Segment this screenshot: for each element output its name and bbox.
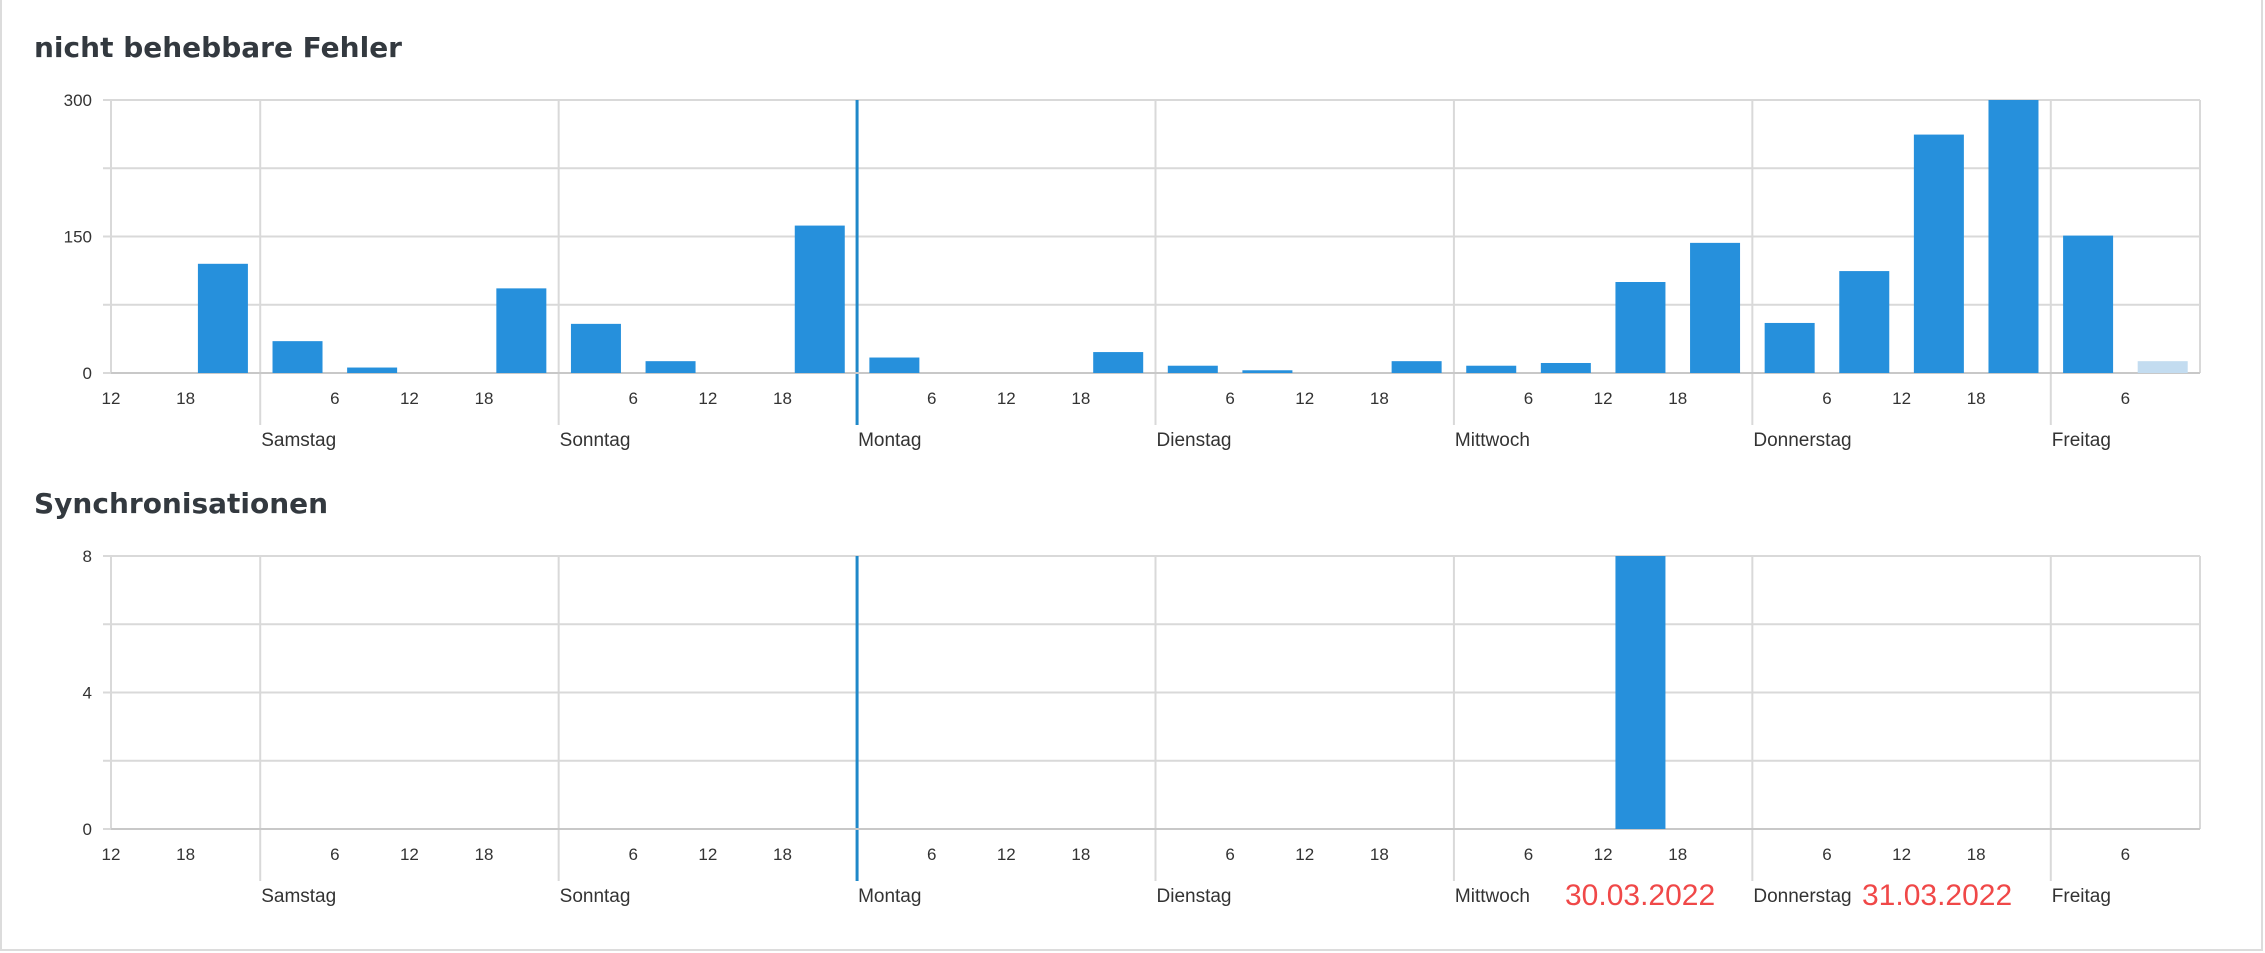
day-label: Samstag xyxy=(261,886,336,907)
hour-tick-label: 6 xyxy=(2121,845,2130,864)
bar xyxy=(272,341,323,373)
bar xyxy=(1988,100,2039,373)
bar xyxy=(1615,282,1666,373)
bar xyxy=(197,263,248,373)
day-label: Sonntag xyxy=(560,430,631,451)
hour-tick-label: 12 xyxy=(997,845,1016,864)
day-label: Donnerstag xyxy=(1753,886,1851,907)
bar xyxy=(347,367,398,373)
day-label: Samstag xyxy=(261,430,336,451)
y-tick-label: 4 xyxy=(83,684,92,703)
hour-tick-label: 12 xyxy=(1594,389,1613,408)
day-label: Mittwoch xyxy=(1455,430,1530,451)
bar xyxy=(1093,352,1144,373)
hour-tick-label: 18 xyxy=(1967,845,1986,864)
hour-tick-label: 18 xyxy=(1370,845,1389,864)
date-mark-1: 30.03.2022 xyxy=(1565,879,1716,912)
hour-tick-label: 18 xyxy=(475,389,494,408)
syncs-chart: 0 4 8 Samstag Sonntag Montag Dienstag Mittwoch D… xyxy=(83,547,2201,907)
hour-tick-label: 6 xyxy=(1225,845,1234,864)
hour-tick-label: 6 xyxy=(629,845,638,864)
y-tick-label: 0 xyxy=(83,820,92,839)
y-tick-label: 150 xyxy=(64,228,92,247)
bar xyxy=(1913,134,1964,373)
hour-tick-label: 12 xyxy=(997,389,1016,408)
hour-tick-label: 12 xyxy=(1295,845,1314,864)
hour-tick-label: 12 xyxy=(102,389,121,408)
hour-tick-label: 18 xyxy=(1370,389,1389,408)
bar xyxy=(1540,362,1591,373)
hour-tick-label: 6 xyxy=(629,389,638,408)
hour-tick-label: 12 xyxy=(1892,389,1911,408)
hour-tick-label: 12 xyxy=(698,389,717,408)
hour-tick-label: 18 xyxy=(176,845,195,864)
hour-tick-label: 18 xyxy=(773,389,792,408)
hour-tick-label: 6 xyxy=(927,845,936,864)
hour-tick-label: 12 xyxy=(102,845,121,864)
day-label: Dienstag xyxy=(1157,430,1232,451)
hour-tick-label: 6 xyxy=(330,389,339,408)
bar xyxy=(570,323,621,373)
date-mark-2: 31.03.2022 xyxy=(1862,879,2013,912)
day-label: Freitag xyxy=(2052,886,2111,907)
bar xyxy=(1466,365,1517,373)
y-tick-label: 300 xyxy=(64,91,92,110)
bar xyxy=(794,225,845,373)
hour-tick-label: 18 xyxy=(1967,389,1986,408)
hour-tick-label: 12 xyxy=(1594,845,1613,864)
chart-title-syncs: Synchronisationen xyxy=(34,487,329,520)
bar xyxy=(1167,365,1218,373)
hour-tick-label: 18 xyxy=(773,845,792,864)
hour-tick-label: 12 xyxy=(400,845,419,864)
bar xyxy=(1242,370,1293,373)
hour-tick-label: 18 xyxy=(1071,845,1090,864)
hour-tick-label: 18 xyxy=(1071,389,1090,408)
day-label: Dienstag xyxy=(1157,886,1232,907)
bar xyxy=(645,361,696,373)
bar xyxy=(1839,271,1890,373)
errors-chart: 0 150 300 Samstag Sonntag Montag Dienstag Mittw… xyxy=(64,91,2201,451)
hour-tick-label: 12 xyxy=(400,389,419,408)
hour-tick-label: 6 xyxy=(927,389,936,408)
hour-tick-label: 6 xyxy=(1524,845,1533,864)
bar xyxy=(869,357,920,373)
bar xyxy=(496,288,547,373)
day-label: Freitag xyxy=(2052,430,2111,451)
hour-tick-label: 18 xyxy=(1668,845,1687,864)
bar xyxy=(1690,242,1741,373)
day-label: Mittwoch xyxy=(1455,886,1530,907)
hour-tick-label: 6 xyxy=(330,845,339,864)
day-label: Donnerstag xyxy=(1753,430,1851,451)
hour-tick-label: 6 xyxy=(1524,389,1533,408)
bar xyxy=(1615,556,1666,829)
day-label: Montag xyxy=(858,430,921,451)
day-label: Sonntag xyxy=(560,886,631,907)
chart-title-errors: nicht behebbare Fehler xyxy=(34,31,402,64)
bar-partial xyxy=(2137,361,2188,373)
hour-tick-label: 12 xyxy=(1295,389,1314,408)
bar xyxy=(1764,322,1815,373)
bar xyxy=(1391,361,1442,373)
hour-tick-label: 6 xyxy=(1822,389,1831,408)
hour-tick-label: 12 xyxy=(698,845,717,864)
hour-tick-label: 6 xyxy=(1225,389,1234,408)
hour-tick-label: 12 xyxy=(1892,845,1911,864)
y-tick-label: 0 xyxy=(83,364,92,383)
hour-tick-label: 6 xyxy=(2121,389,2130,408)
day-label: Montag xyxy=(858,886,921,907)
hour-tick-label: 18 xyxy=(1668,389,1687,408)
hour-tick-label: 6 xyxy=(1822,845,1831,864)
hour-tick-label: 18 xyxy=(475,845,494,864)
hour-tick-label: 18 xyxy=(176,389,195,408)
bar xyxy=(2063,235,2114,373)
y-tick-label: 8 xyxy=(83,547,92,566)
